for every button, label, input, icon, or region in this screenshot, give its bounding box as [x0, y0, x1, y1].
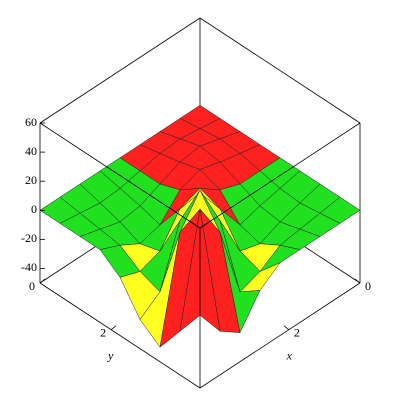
box-edge: [199, 17, 361, 124]
z-tick-label: 60: [25, 115, 37, 129]
box-edge: [199, 282, 361, 389]
z-tick-label: -40: [21, 260, 37, 274]
y-tick-label: 0: [29, 279, 35, 293]
y-tick-label: 2: [100, 325, 106, 339]
y-tick: [110, 325, 117, 330]
box-edge: [39, 122, 201, 229]
z-tick-label: 0: [31, 202, 37, 216]
z-tick-label: 20: [25, 173, 37, 187]
y-axis-label: y: [107, 348, 114, 362]
box-edge: [39, 17, 201, 124]
x-tick-label: 0: [365, 279, 371, 293]
x-tick: [354, 278, 361, 284]
box-edge: [39, 282, 201, 389]
x-axis-label: x: [286, 348, 293, 362]
box-edge: [199, 122, 361, 229]
x-tick: [283, 325, 290, 330]
y-tick: [39, 278, 46, 284]
z-tick-label: 40: [25, 144, 37, 158]
x-tick-label: 2: [294, 325, 300, 339]
z-tick-label: -20: [21, 231, 37, 245]
